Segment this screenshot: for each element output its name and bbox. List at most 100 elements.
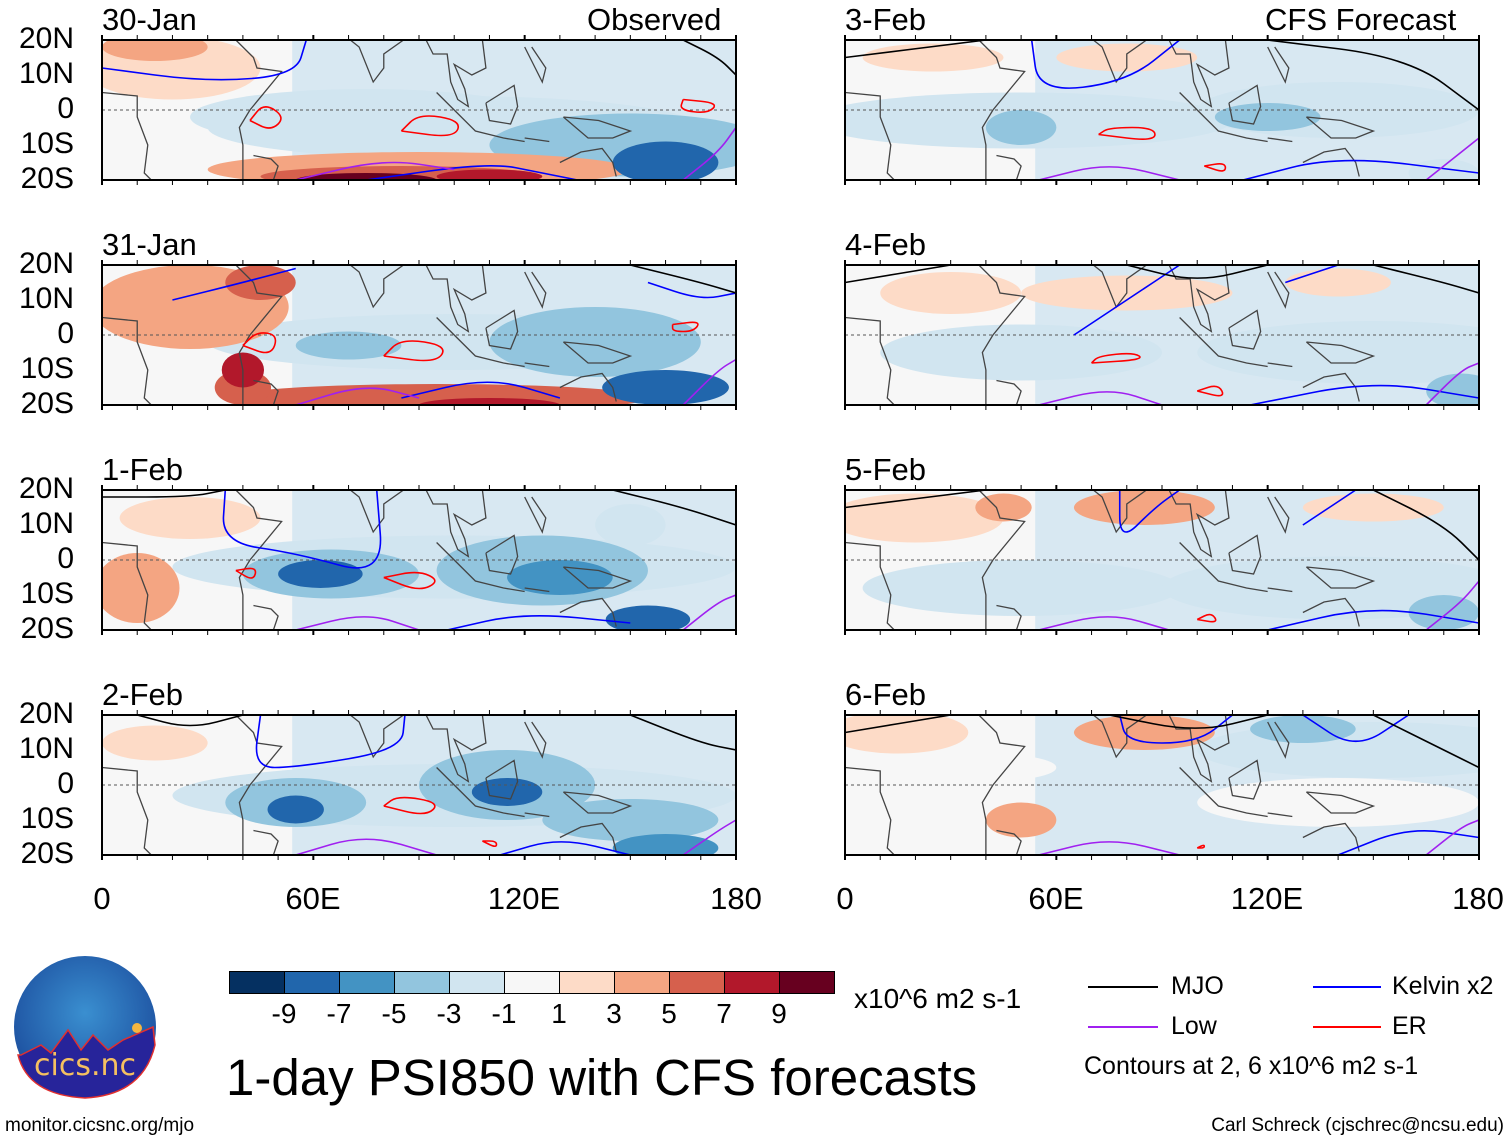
er-contour [1204, 163, 1227, 172]
kelvin-contour [222, 490, 382, 569]
anomaly-region [102, 553, 180, 623]
colorbar-swatch [394, 971, 450, 994]
mjo-contour [102, 490, 226, 498]
mjo-contour [1126, 265, 1268, 279]
coastline [349, 715, 405, 759]
coastline [302, 715, 304, 716]
colorbar-swatch [724, 971, 780, 994]
lat-tick: 10S [20, 352, 74, 385]
map-panel-5-Feb [844, 485, 1480, 635]
anomaly-region [542, 799, 719, 841]
colorbar-swatch [669, 971, 725, 994]
colorbar-swatch [504, 971, 560, 994]
low-contour [1038, 166, 1180, 180]
figure-title: 1-day PSI850 with CFS forecasts [226, 1049, 978, 1106]
low-contour [1425, 137, 1479, 180]
coastline [436, 542, 525, 593]
lat-tick: 10N [18, 507, 74, 540]
coastline [1302, 147, 1360, 177]
coastline [996, 379, 1022, 405]
coastline [436, 92, 525, 143]
er-contour [671, 321, 699, 333]
lat-tick: 20S [20, 612, 74, 645]
anomaly-region [862, 43, 1004, 72]
coastline [425, 490, 487, 558]
coastline [1302, 822, 1360, 852]
kelvin-contour [1337, 830, 1479, 855]
coastline [996, 829, 1022, 855]
observed-label: Observed [587, 2, 722, 37]
coastline [253, 379, 279, 405]
colorbar-tick-label: 3 [606, 998, 622, 1029]
coastline [1305, 791, 1376, 814]
coastline [559, 822, 617, 852]
lat-tick: 10S [20, 802, 74, 835]
coastline [1045, 265, 1047, 266]
anomaly-region [880, 324, 1162, 381]
legend-label-er: ER [1392, 1012, 1427, 1040]
lat-tick: 20N [18, 472, 74, 505]
colorbar-tick-label: 9 [771, 998, 787, 1029]
map-panel-30-Jan [101, 35, 737, 185]
coastline [845, 91, 895, 180]
legend-line-low [1088, 1026, 1158, 1028]
low-contour [1425, 819, 1479, 855]
coastline [425, 40, 487, 108]
kelvin-contour [1030, 40, 1181, 89]
lat-tick: 10N [18, 57, 74, 90]
legend-line-er [1313, 1026, 1381, 1028]
coastline [1179, 767, 1268, 818]
colorbar-swatch [229, 971, 285, 994]
coastline [524, 812, 550, 818]
coastline [562, 116, 633, 139]
kelvin-contour [172, 267, 296, 301]
coastline [1179, 92, 1268, 143]
kelvin-contour [1302, 490, 1357, 526]
anomaly-region [278, 560, 363, 588]
coastline [524, 362, 550, 368]
coastline [425, 715, 487, 783]
lon-tick: 120E [1230, 881, 1304, 916]
coastline [562, 791, 633, 814]
colorbar-swatch [779, 971, 835, 994]
mjo-contour [1109, 715, 1268, 729]
low-contour [682, 127, 736, 180]
map-panel-2-Feb [101, 710, 737, 860]
coastline [524, 137, 550, 143]
low-contour [1425, 580, 1479, 630]
colorbar-swatch [339, 971, 395, 994]
coastline [1228, 309, 1262, 350]
colorbar-swatch [284, 971, 340, 994]
coastline [1168, 40, 1230, 108]
cics-logo: cics.nc [13, 955, 157, 1099]
coastline [1045, 715, 1047, 716]
anomaly-region [862, 560, 1180, 616]
legend-line-kelvin [1313, 986, 1381, 988]
kelvin-contour [1285, 265, 1339, 284]
er-contour [482, 840, 498, 848]
coastline [1305, 566, 1376, 589]
coastline [485, 84, 519, 125]
anomaly-region [845, 715, 969, 754]
anomaly-region [225, 265, 296, 300]
kelvin-contour [447, 614, 631, 630]
er-contour [1196, 385, 1224, 397]
colorbar-tick-label: 5 [661, 998, 677, 1029]
coastline [524, 46, 547, 84]
panel-date: 5-Feb [845, 452, 926, 487]
legend-note: Contours at 2, 6 x10^6 m2 s-1 [1084, 1052, 1419, 1080]
anomaly-region [471, 778, 543, 806]
lat-tick: 0 [57, 542, 74, 575]
coastline [1168, 490, 1230, 558]
coastline [485, 309, 519, 350]
coastline [1168, 265, 1230, 333]
coastline [1267, 721, 1290, 759]
map-panel-6-Feb [844, 710, 1480, 860]
coastline [996, 604, 1022, 630]
coastline [302, 40, 304, 41]
colorbar-swatch [449, 971, 505, 994]
colorbar-tick-label: -3 [436, 998, 462, 1029]
kelvin-contour [647, 281, 736, 299]
panel-date: 2-Feb [102, 677, 183, 712]
lat-tick: 0 [57, 317, 74, 350]
